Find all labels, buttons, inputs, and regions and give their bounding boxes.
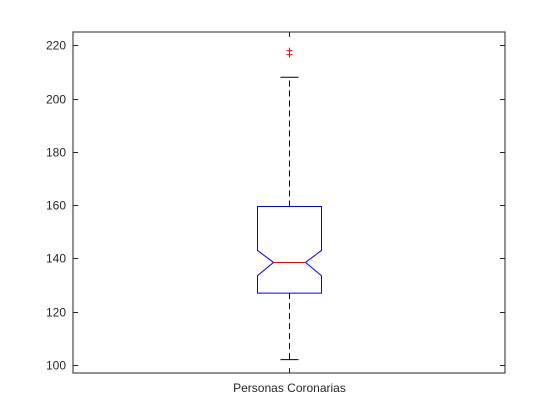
notched-box — [257, 205, 322, 294]
y-tick-label-220: 220 — [46, 39, 66, 53]
plot-area: 100 120 140 160 180 200 220 Personas Coronarias — [46, 31, 506, 395]
y-tick-label-120: 120 — [46, 306, 66, 320]
x-category-label: Personas Coronarias — [233, 381, 346, 395]
y-tick-label-180: 180 — [46, 146, 66, 160]
y-tick-label-140: 140 — [46, 252, 66, 266]
outlier-marker — [286, 47, 293, 54]
y-tick-label-100: 100 — [46, 359, 66, 373]
y-tick-label-160: 160 — [46, 199, 66, 213]
y-tick-label-200: 200 — [46, 93, 66, 107]
